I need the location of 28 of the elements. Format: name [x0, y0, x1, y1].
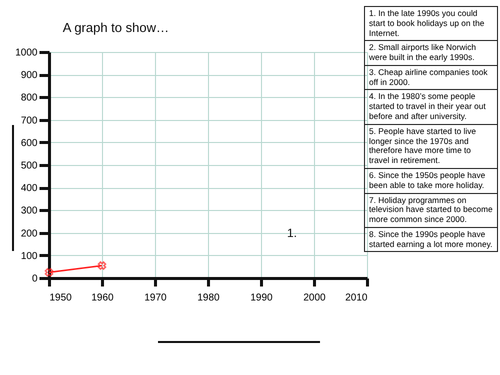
y-tick-label: 800 — [20, 92, 38, 104]
y-tick-label: 0 — [32, 274, 38, 284]
x-tick-label: 1960 — [91, 292, 114, 304]
y-tick-label: 600 — [20, 138, 38, 149]
x-tick-label: 1990 — [250, 292, 274, 304]
x-tick-label: 2000 — [303, 292, 326, 304]
x-tick-label: 1970 — [144, 292, 168, 304]
y-tick-label: 500 — [20, 160, 38, 172]
y-tick-label: 100 — [20, 250, 38, 262]
text: 5. People have started to live longer since the 1970s and therefore have more time to travel in retirement. — [364, 124, 498, 168]
annotation: 1. — [287, 226, 298, 240]
y-tick-label: 200 — [20, 228, 38, 240]
y-tick-label: 700 — [20, 115, 38, 126]
text: 7. Holiday programmes on television have started to become more common since 2000. — [364, 192, 498, 227]
text: 4. In the 1980’s some people started to travel in their year out before and after university. — [364, 89, 498, 124]
x-tick-label: 2010 — [345, 292, 368, 304]
y-tick-label: 400 — [20, 183, 38, 194]
y-tick-label: 1000 — [15, 48, 38, 58]
text: 8. Since the 1990s people have started earning a lot more money. — [364, 226, 498, 252]
x-tick-label: 1950 — [50, 292, 72, 304]
x-tick-label: 1980 — [197, 292, 220, 304]
y-tick-label: 900 — [20, 70, 38, 82]
text: 1. In the late 1990s you could start to book holidays up on the Internet. — [364, 6, 498, 40]
y-tick-label: 300 — [20, 206, 38, 217]
text: 3. Cheap airline companies took off in 2000. — [364, 64, 498, 90]
text: 6. Since the 1950s people have been able to take more holiday. — [364, 168, 498, 192]
text: 2. Small airports like Norwich were built in the early 1990s. — [364, 40, 498, 65]
chart-title: A graph to show… — [62, 20, 169, 35]
